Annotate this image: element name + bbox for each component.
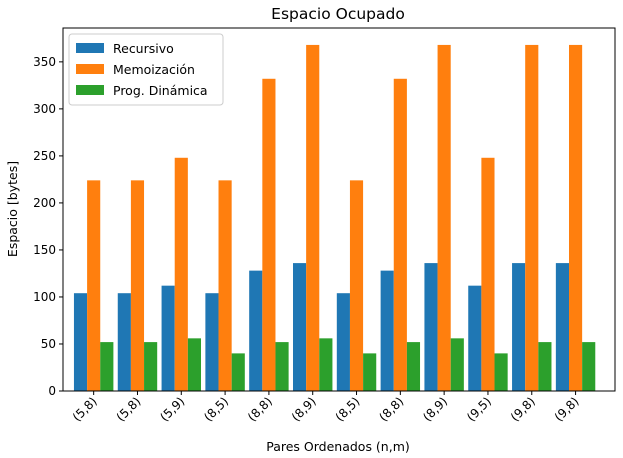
bar-recursivo-4 [249,270,263,391]
bar-prog-din-mica-9 [494,353,508,391]
bar-recursivo-6 [336,293,350,391]
bar-prog-din-mica-11 [582,342,596,391]
legend-box [68,33,224,106]
y-axis-label: Espacio [bytes] [5,161,20,257]
bar-recursivo-9 [468,285,482,391]
bar-prog-din-mica-7 [406,342,421,391]
bar-memoizaci-n-2 [174,157,188,391]
x-tick-label: (8,5) [333,394,363,424]
bar-memoizaci-n-9 [481,157,495,391]
legend-label: Prog. Dinámica [113,83,208,98]
bar-recursivo-3 [205,293,219,391]
y-tick-label: 350 [33,55,56,69]
bar-memoizaci-n-6 [349,180,364,391]
bar-prog-din-mica-6 [363,353,377,391]
bars-layer [73,44,596,392]
y-tick-label: 300 [33,102,56,116]
bar-prog-din-mica-10 [538,342,552,391]
legend-swatch [76,85,104,95]
bar-prog-din-mica-0 [100,342,114,391]
x-tick-label: (8,8) [376,394,406,424]
plot-frame [62,27,616,392]
x-tick-label: (8,8) [245,394,275,424]
chart-title: Espacio Ocupado [271,5,405,23]
x-tick-label: (5,8) [114,394,144,424]
x-tick-label: (8,9) [420,394,450,424]
bar-recursivo-1 [117,293,131,391]
y-tick-label: 200 [33,196,56,210]
y-tick-label: 100 [33,290,56,304]
bar-prog-din-mica-2 [187,338,201,391]
y-axis: 0 50 100 150 200 250 300 350 [33,55,63,398]
x-tick-label: (9,5) [464,394,494,424]
bar-prog-din-mica-3 [231,353,245,391]
bar-memoizaci-n-8 [437,44,451,392]
x-axis: (5,8) (5,8) (5,9) (8,5) (8,8) (8,9) (8,5) (8,8)… [70,391,582,424]
bar-recursivo-0 [73,293,88,391]
bar-prog-din-mica-8 [450,338,464,391]
legend-label: Memoización [113,62,195,77]
bar-prog-din-mica-4 [275,342,289,391]
bar-memoizaci-n-11 [569,44,583,392]
bar-memoizaci-n-7 [393,78,407,391]
bar-recursivo-5 [293,263,307,391]
bar-prog-din-mica-1 [144,342,158,391]
bar-memoizaci-n-5 [306,44,320,392]
x-axis-label: Pares Ordenados (n,m) [266,439,410,454]
bar-memoizaci-n-1 [130,180,145,391]
x-tick-label: (5,9) [157,394,187,424]
y-tick-label: 50 [41,337,56,351]
y-tick-label: 250 [33,149,56,163]
x-tick-label: (9,8) [508,394,538,424]
bar-memoizaci-n-0 [87,180,101,391]
bar-memoizaci-n-3 [218,180,232,391]
y-tick-label: 150 [33,243,56,257]
bar-memoizaci-n-10 [525,44,539,392]
bar-recursivo-10 [512,263,526,391]
x-tick-label: (8,9) [289,394,319,424]
x-tick-label: (9,8) [552,394,582,424]
y-tick-label: 0 [48,384,56,398]
legend-label: Recursivo [113,41,174,56]
legend-swatch [76,64,104,74]
bar-prog-din-mica-5 [319,338,333,391]
legend: Recursivo Memoización Prog. Dinámica [68,33,224,106]
bar-recursivo-2 [161,285,175,391]
bar-memoizaci-n-4 [262,78,276,391]
x-tick-label: (5,8) [70,394,100,424]
bar-recursivo-11 [555,263,569,391]
x-tick-label: (8,5) [201,394,231,424]
bar-recursivo-8 [424,263,438,391]
legend-swatch [76,43,104,53]
bar-recursivo-7 [380,270,394,391]
